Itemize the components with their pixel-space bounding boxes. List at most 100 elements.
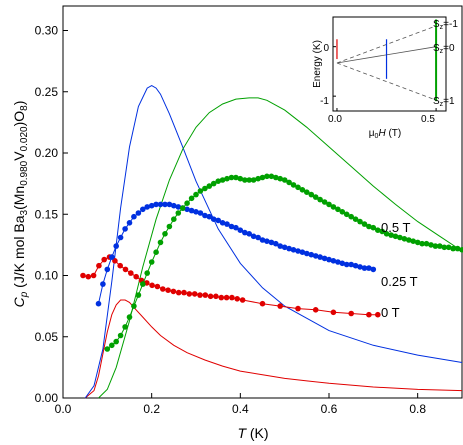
data-point <box>326 201 332 208</box>
y-tick-label-5: 0.25 <box>35 85 59 99</box>
data-point <box>299 187 306 193</box>
inset-levels <box>333 19 438 111</box>
data-point <box>317 196 323 203</box>
data-point <box>290 247 297 253</box>
data-point <box>213 293 219 300</box>
data-point <box>191 291 198 297</box>
data-point <box>202 212 208 219</box>
data-point <box>113 243 119 249</box>
series-1 <box>95 201 377 307</box>
inset-frame <box>332 16 447 112</box>
data-point <box>388 232 394 238</box>
data-point <box>312 194 319 200</box>
data-point <box>237 227 244 233</box>
data-point <box>459 247 463 253</box>
data-point <box>153 249 159 255</box>
model-curve-0 <box>84 299 463 399</box>
data-point <box>264 173 270 180</box>
data-point <box>188 195 195 202</box>
x-tick-label-2: 0.4 <box>232 402 249 416</box>
series-line-1 <box>98 203 374 304</box>
plot-frame <box>62 5 463 399</box>
data-point <box>179 205 186 211</box>
data-point <box>117 332 124 339</box>
data-point <box>133 273 139 280</box>
data-point <box>170 288 177 295</box>
data-point <box>259 300 266 307</box>
data-point <box>175 204 182 210</box>
data-point <box>219 177 226 183</box>
data-point <box>122 324 128 330</box>
data-point <box>295 248 301 254</box>
data-point <box>219 220 226 226</box>
data-point <box>401 236 408 242</box>
data-point <box>104 266 111 273</box>
data-point <box>193 209 199 215</box>
data-point <box>308 191 315 198</box>
data-point <box>126 314 133 320</box>
data-point <box>419 240 425 247</box>
data-point <box>206 213 213 220</box>
data-point <box>234 296 240 302</box>
data-point <box>357 264 363 270</box>
data-point <box>184 200 190 206</box>
series-label-0.5T: 0.5 T <box>381 220 410 235</box>
data-point <box>335 259 341 265</box>
data-point <box>154 283 161 290</box>
data-point <box>162 201 168 208</box>
data-point <box>128 270 134 276</box>
data-point <box>295 184 301 191</box>
data-point <box>210 216 217 222</box>
data-point <box>197 188 204 194</box>
data-point <box>144 270 150 276</box>
data-point <box>166 223 173 230</box>
data-point <box>224 221 230 227</box>
data-point <box>370 266 377 273</box>
data-point <box>175 289 182 296</box>
series-line-0 <box>82 256 378 316</box>
data-point <box>304 250 310 257</box>
data-point <box>242 229 248 236</box>
y-tick-label-2: 0.10 <box>35 269 59 283</box>
data-point <box>100 281 106 287</box>
data-point <box>228 174 235 181</box>
data-point <box>273 240 279 247</box>
data-point <box>117 262 123 269</box>
data-point <box>104 346 111 352</box>
data-point <box>126 220 133 226</box>
inset-ytick-1: -1 <box>320 96 329 107</box>
data-point <box>414 239 421 246</box>
data-point <box>273 174 279 181</box>
inset-level-label-0: Sz=0 <box>433 43 455 55</box>
data-point <box>207 293 214 300</box>
data-point <box>392 233 399 240</box>
data-point <box>454 245 461 252</box>
data-point <box>343 211 350 218</box>
data-point <box>366 223 372 230</box>
data-point <box>312 253 319 259</box>
data-point <box>286 179 292 186</box>
data-point <box>308 251 315 258</box>
data-point <box>131 213 137 220</box>
data-point <box>330 309 337 316</box>
data-point <box>330 204 337 210</box>
data-point <box>140 281 146 287</box>
data-point <box>295 305 301 312</box>
data-point <box>406 237 412 243</box>
data-point <box>233 174 239 181</box>
data-point <box>343 261 350 268</box>
data-point <box>95 300 102 307</box>
data-point <box>184 206 190 213</box>
data-point <box>383 231 390 237</box>
data-point <box>437 243 443 249</box>
y-tick-label-3: 0.15 <box>35 207 59 221</box>
data-point <box>96 262 102 269</box>
inset-level-2 <box>336 62 437 101</box>
data-point <box>153 201 159 208</box>
x-axis-title: T (K) <box>237 425 268 441</box>
series-label-0.25T: 0.25 T <box>381 274 418 289</box>
data-point <box>202 292 209 298</box>
data-point <box>277 243 284 249</box>
data-point <box>228 223 235 230</box>
data-point <box>361 265 368 271</box>
